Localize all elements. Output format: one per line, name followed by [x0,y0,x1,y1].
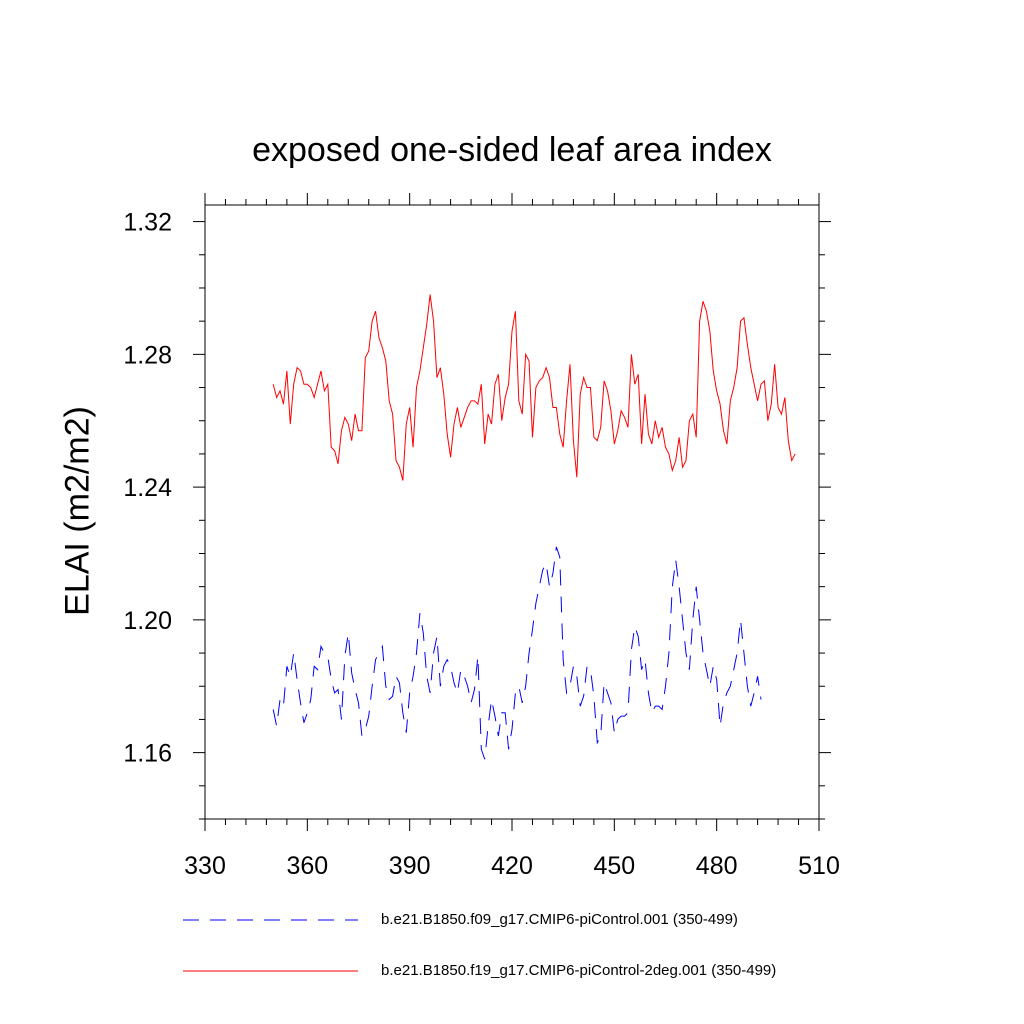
x-tick-label: 450 [593,852,635,880]
legend-item-red: b.e21.B1850.f19_g17.CMIP6-piControl-2deg… [183,959,883,983]
legend-item-blue: b.e21.B1850.f09_g17.CMIP6-piControl.001 … [183,908,883,932]
x-tick-label: 360 [286,852,328,880]
y-tick-label: 1.16 [123,740,172,768]
legend-lines [183,919,358,972]
x-tick-label: 420 [491,852,533,880]
axis-tick-labels: 330 360 390 420 450 480 510 1.16 1.20 1.24 1.28 1.3… [123,209,840,880]
x-tick-label: 390 [389,852,431,880]
legend-label-blue: b.e21.B1850.f09_g17.CMIP6-piControl.001 … [381,911,738,928]
series-line-blue [272,546,762,760]
y-axis-label: ELAI (m2/m2) [58,406,97,616]
chart-title: exposed one-sided leaf area index [252,131,772,169]
series-line-red [272,294,796,481]
y-tick-label: 1.32 [123,209,172,237]
y-tick-label: 1.28 [123,341,172,369]
legend-label-red: b.e21.B1850.f19_g17.CMIP6-piControl-2deg… [381,962,777,979]
y-tick-label: 1.20 [123,607,172,635]
series-layer [272,294,796,760]
x-tick-label: 330 [184,852,226,880]
axis-ticks [193,193,831,831]
x-tick-label: 510 [798,852,840,880]
x-tick-label: 480 [696,852,738,880]
y-tick-label: 1.24 [123,474,172,502]
